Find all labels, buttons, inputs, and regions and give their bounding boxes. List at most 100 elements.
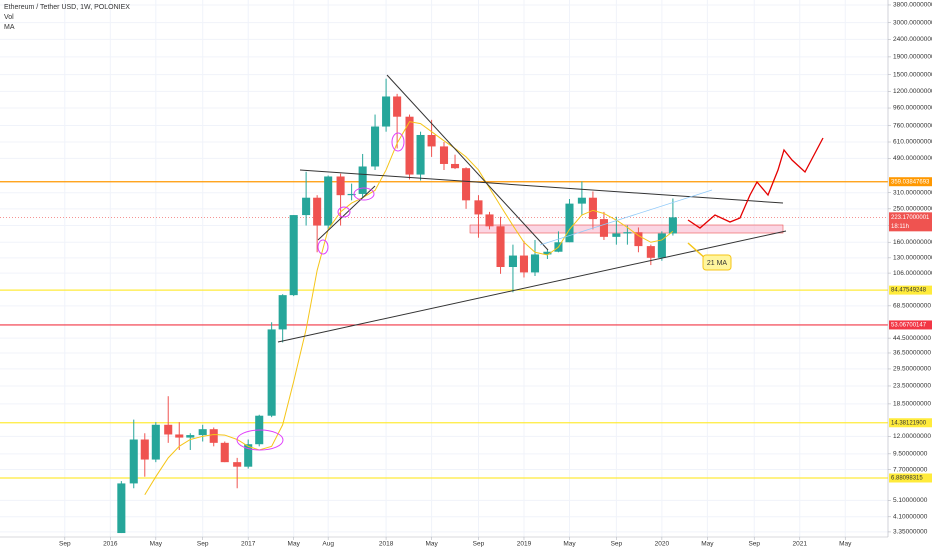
x-tick-label: May [701, 541, 714, 548]
x-tick-label: 2019 [517, 541, 532, 548]
last-price-tag [889, 212, 932, 232]
x-tick-label: Sep [59, 541, 71, 548]
y-tick-label: 7.70000000 [893, 466, 928, 473]
y-tick-label: 68.50000000 [893, 303, 931, 310]
x-tick-label: May [425, 541, 438, 548]
x-tick-label: Aug [322, 541, 334, 548]
x-tick-label: 2016 [103, 541, 118, 548]
drawings [236, 74, 824, 451]
candle-body [588, 197, 597, 220]
candle-body [508, 255, 517, 268]
x-tick-label: May [839, 541, 852, 548]
x-tick-label: Sep [197, 541, 209, 548]
level-label: 6.88098315 [891, 476, 923, 482]
trend-line [277, 230, 787, 343]
candle-body [186, 435, 195, 438]
y-tick-label: 960.00000000 [893, 105, 932, 112]
candle-body [151, 424, 160, 460]
x-tick-label: Sep [473, 541, 485, 548]
axes: 3800.00000000 3000.00000000 2400.00000000 1… [59, 2, 932, 548]
candle-body [427, 134, 436, 147]
y-tick-label: 490.00000000 [893, 155, 932, 162]
candle-body [233, 462, 242, 467]
level-tag [889, 177, 932, 187]
candle-body [439, 146, 449, 164]
candle-body [278, 295, 287, 330]
candle-body [405, 116, 414, 175]
y-tick-label: 1200.00000000 [893, 88, 932, 95]
x-tick-label: May [288, 541, 301, 548]
candle-body [657, 233, 666, 258]
candle-body [416, 134, 425, 175]
y-tick-label: 12.00000000 [893, 433, 931, 440]
x-tick-label: 2017 [241, 541, 256, 548]
candle-body [209, 429, 218, 443]
y-tick-label: 250.00000000 [893, 206, 932, 213]
candle-body [530, 254, 540, 273]
y-tick-label: 1500.00000000 [893, 71, 932, 78]
candle-body [336, 176, 345, 196]
y-tick-label: 23.50000000 [893, 383, 931, 390]
candle-body [623, 232, 632, 234]
y-tick-label: 610.00000000 [893, 139, 932, 146]
y-tick-label: 310.00000000 [893, 189, 932, 196]
candle-body [220, 442, 229, 463]
candle-body [450, 163, 460, 169]
x-tick-label: May [150, 541, 163, 548]
candle-body [117, 483, 126, 534]
level-tag [889, 473, 932, 483]
callout-box [702, 254, 732, 271]
highlight [391, 132, 405, 152]
y-tick-label: 36.50000000 [893, 350, 931, 357]
candle-body [302, 197, 311, 216]
candle-body [267, 329, 276, 416]
y-tick-label: 44.50000000 [893, 335, 931, 342]
candle-body [382, 96, 391, 127]
candle-body [164, 424, 173, 435]
candle-body [313, 197, 322, 226]
indicator-label: MA [4, 24, 15, 31]
trend-line [317, 185, 376, 241]
y-tick-label: 760.00000000 [893, 122, 932, 129]
candle-body [612, 233, 621, 237]
x-tick-label: 2021 [793, 541, 808, 548]
candle-body [599, 219, 608, 237]
highlight [353, 187, 375, 201]
y-tick-label: 106.00000000 [893, 270, 932, 277]
trend-line [539, 189, 713, 246]
candle-body [393, 96, 402, 117]
y-tick-label: 5.10000000 [893, 497, 928, 504]
level-label: 84.47549248 [891, 288, 927, 294]
chart-title: Ethereum / Tether USD, 1W, POLONIEX [4, 4, 130, 11]
candle-body [646, 246, 655, 258]
candle-body [175, 434, 184, 438]
candle-body [496, 226, 505, 268]
level-tag [889, 285, 932, 295]
trend-line [299, 169, 784, 204]
highlight [337, 206, 351, 218]
candle-body [129, 439, 138, 484]
x-tick-label: Sep [611, 541, 623, 548]
levels [0, 181, 888, 479]
countdown-label: 18:11h [891, 224, 909, 230]
candle-body [289, 215, 298, 296]
candle-body [198, 429, 207, 436]
trend-line [386, 74, 549, 251]
candle-body [474, 200, 483, 215]
x-tick-label: 2018 [379, 541, 394, 548]
plot [117, 78, 677, 534]
level-label: 359.03847693 [891, 179, 930, 185]
y-tick-label: 4.10000000 [893, 513, 928, 520]
candle-body [140, 439, 149, 460]
candle-body [462, 168, 471, 201]
y-tick-label: 2400.00000000 [893, 36, 932, 43]
level-tag [889, 418, 932, 428]
candle-body [324, 176, 333, 226]
y-tick-label: 9.50000000 [893, 451, 928, 458]
y-tick-label: 160.00000000 [893, 239, 932, 246]
ma-line [144, 121, 674, 496]
candle-body [485, 214, 494, 227]
highlight [236, 429, 284, 451]
